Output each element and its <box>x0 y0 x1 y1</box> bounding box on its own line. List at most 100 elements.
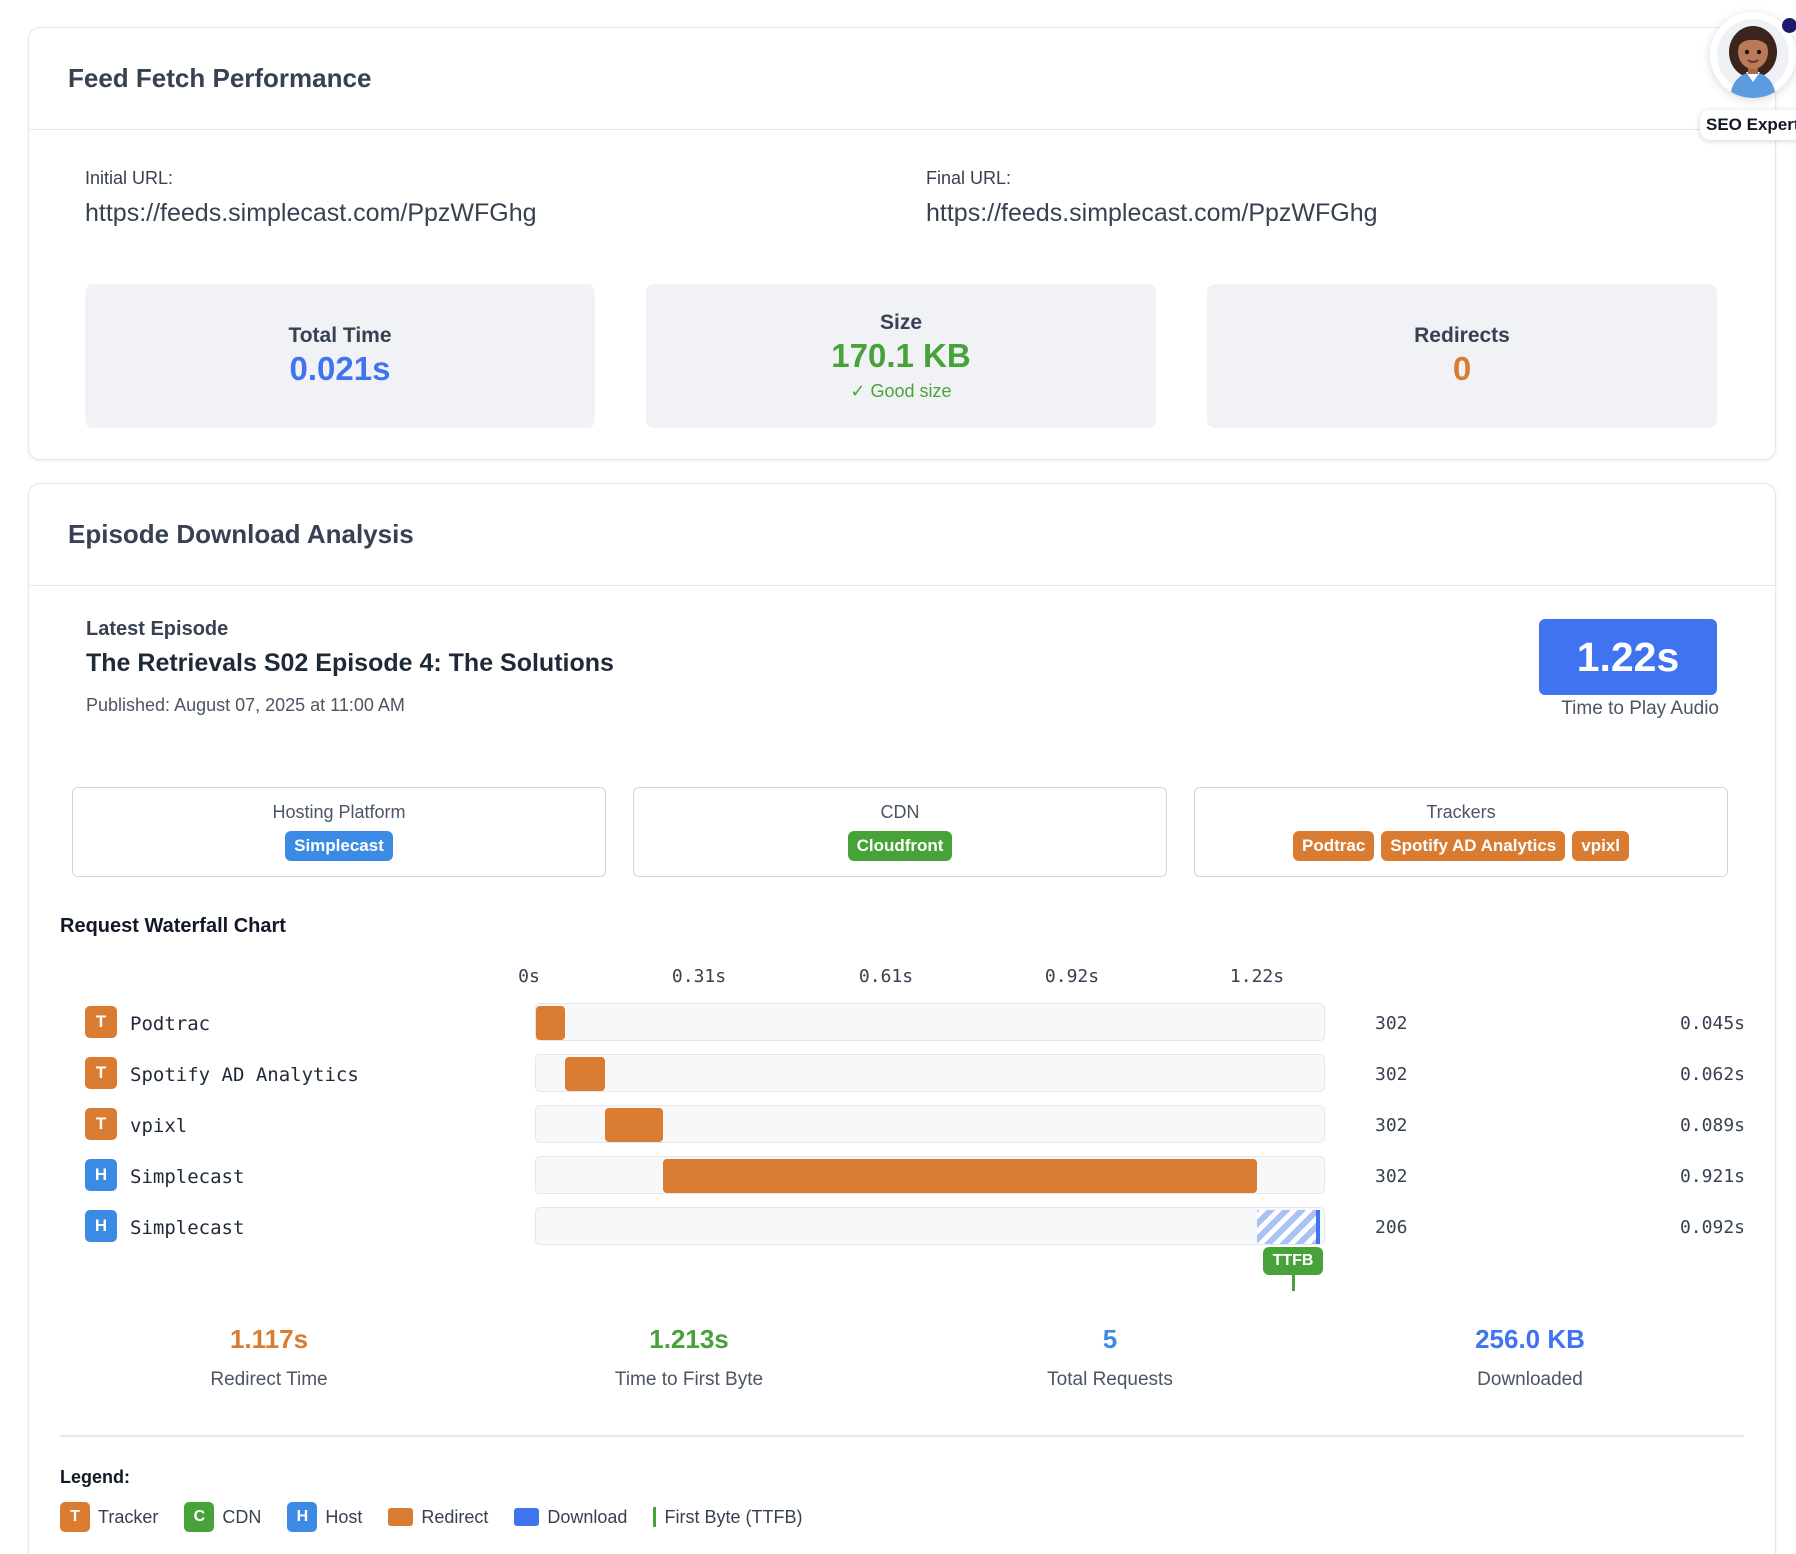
ttfb-marker: TTFB <box>1262 1247 1324 1291</box>
waterfall-track <box>535 1054 1325 1092</box>
final-url-label: Final URL: <box>926 168 1012 188</box>
waterfall-row[interactable]: T Spotify AD Analytics 302 0.062s <box>85 1054 1745 1094</box>
downloaded-label: Downloaded <box>1477 1369 1583 1390</box>
downloaded-value: 256.0 KB <box>1475 1324 1585 1354</box>
ttfb-line <box>1316 1210 1321 1244</box>
redirect-time-summary: 1.117s Redirect Time <box>139 1324 399 1391</box>
waterfall-track <box>535 1207 1325 1245</box>
avatar-label[interactable]: SEO Expert <box>1700 110 1796 140</box>
waterfall-row[interactable]: H Simplecast 206 0.092s <box>85 1207 1745 1247</box>
tracker-badge: Spotify AD Analytics <box>1381 831 1566 861</box>
legend-host-label: Host <box>325 1506 363 1527</box>
legend-cdn: C CDN <box>184 1502 261 1532</box>
cdn-box: CDN Cloudfront <box>633 787 1167 877</box>
initial-url-value: https://feeds.simplecast.com/PpzWFGhg <box>85 199 537 227</box>
waterfall-tick: 0.31s <box>671 966 727 987</box>
notification-dot-icon <box>1780 16 1796 35</box>
waterfall-row[interactable]: H Simplecast 302 0.921s <box>85 1156 1745 1196</box>
request-duration: 0.092s <box>1679 1217 1745 1238</box>
request-status: 302 <box>1375 1115 1408 1136</box>
redirect-time-label: Redirect Time <box>210 1369 328 1390</box>
waterfall-track <box>535 1156 1325 1194</box>
seo-expert-widget[interactable]: SEO Expert <box>1700 6 1796 140</box>
request-name: vpixl <box>130 1115 188 1137</box>
host-type-icon: H <box>85 1159 117 1191</box>
request-status: 302 <box>1375 1064 1408 1085</box>
legend: T Tracker C CDN H Host Redirect Download… <box>60 1502 802 1532</box>
total-time-value: 0.021s <box>289 350 391 387</box>
legend-redirect-label: Redirect <box>421 1506 489 1527</box>
legend-tracker: T Tracker <box>60 1502 158 1532</box>
waterfall-tick: 1.22s <box>1229 966 1285 987</box>
waterfall-bar <box>605 1108 663 1142</box>
ttfb-line-icon <box>653 1507 657 1527</box>
ttfb-summary: 1.213s Time to First Byte <box>559 1324 819 1391</box>
legend-tracker-label: Tracker <box>98 1506 159 1527</box>
avatar-icon <box>1717 19 1789 98</box>
waterfall-track <box>535 1105 1325 1143</box>
avatar[interactable] <box>1710 12 1796 98</box>
waterfall-tick: 0.92s <box>1044 966 1100 987</box>
waterfall-bar <box>536 1006 566 1040</box>
waterfall-bar-download <box>1257 1210 1320 1244</box>
waterfall-tick: 0.61s <box>858 966 914 987</box>
legend-host: H Host <box>287 1502 362 1532</box>
redirects-value: 0 <box>1452 350 1472 387</box>
size-label: Size <box>879 310 923 334</box>
waterfall-title: Request Waterfall Chart <box>60 915 286 937</box>
time-to-play-caption: Time to Play Audio <box>1561 698 1719 719</box>
redirects-stat: Redirects 0 <box>1207 284 1717 428</box>
redirect-time-value: 1.117s <box>229 1324 309 1354</box>
initial-url-block: Initial URL: https://feeds.simplecast.co… <box>85 168 537 228</box>
request-duration: 0.089s <box>1679 1115 1745 1136</box>
divider <box>60 1435 1744 1437</box>
waterfall-track <box>535 1003 1325 1041</box>
request-name: Simplecast <box>130 1166 245 1188</box>
size-stat: Size 170.1 KB ✓ Good size <box>646 284 1156 428</box>
feed-card-title: Feed Fetch Performance <box>68 63 372 93</box>
legend-download-label: Download <box>547 1506 628 1527</box>
request-status: 206 <box>1375 1217 1408 1238</box>
waterfall-bar <box>662 1159 1258 1193</box>
size-value: 170.1 KB <box>831 336 971 374</box>
ttfb-stem <box>1291 1275 1295 1291</box>
tracker-badge: Podtrac <box>1293 831 1375 861</box>
request-duration: 0.045s <box>1679 1013 1745 1034</box>
waterfall-row[interactable]: T Podtrac 302 0.045s <box>85 1003 1745 1043</box>
episode-published-date: Published: August 07, 2025 at 11:00 AM <box>86 695 405 715</box>
tracker-type-icon: T <box>85 1006 117 1038</box>
redirect-swatch-icon <box>388 1508 414 1526</box>
redirects-label: Redirects <box>1414 324 1510 347</box>
episode-title: The Retrievals S02 Episode 4: The Soluti… <box>86 649 614 677</box>
feed-performance-card: Feed Fetch Performance Initial URL: http… <box>28 27 1776 460</box>
episode-card-header: Episode Download Analysis <box>29 484 1775 586</box>
total-time-stat: Total Time 0.021s <box>85 284 595 428</box>
hosting-platform-badge: Simplecast <box>285 831 393 861</box>
legend-ttfb-label: First Byte (TTFB) <box>664 1506 803 1527</box>
total-requests-summary: 5 Total Requests <box>980 1324 1240 1391</box>
request-duration: 0.062s <box>1679 1064 1745 1085</box>
final-url-block: Final URL: https://feeds.simplecast.com/… <box>926 168 1378 228</box>
total-requests-value: 5 <box>1102 1324 1118 1354</box>
total-time-label: Total Time <box>288 324 392 347</box>
hosting-platform-box: Hosting Platform Simplecast <box>72 787 606 877</box>
host-letter-icon: H <box>287 1502 318 1532</box>
request-name: Podtrac <box>130 1013 211 1035</box>
tracker-letter-icon: T <box>60 1502 90 1532</box>
initial-url-label: Initial URL: <box>85 168 174 188</box>
cdn-badge: Cloudfront <box>847 831 953 861</box>
cdn-letter-icon: C <box>184 1502 215 1532</box>
trackers-box: Trackers Podtrac Spotify AD Analytics vp… <box>1194 787 1728 877</box>
episode-analysis-card: Episode Download Analysis Latest Episode… <box>28 483 1776 1554</box>
trackers-label: Trackers <box>1426 802 1496 822</box>
ttfb-value: 1.213s <box>649 1324 729 1354</box>
request-name: Spotify AD Analytics <box>130 1064 359 1086</box>
hosting-platform-label: Hosting Platform <box>272 802 406 822</box>
tracker-badge: vpixl <box>1572 831 1629 861</box>
legend-cdn-label: CDN <box>222 1506 262 1527</box>
cdn-label: CDN <box>880 802 920 822</box>
legend-ttfb: First Byte (TTFB) <box>653 1507 802 1528</box>
waterfall-row[interactable]: T vpixl 302 0.089s <box>85 1105 1745 1145</box>
tracker-type-icon: T <box>85 1057 117 1089</box>
request-status: 302 <box>1375 1013 1408 1034</box>
